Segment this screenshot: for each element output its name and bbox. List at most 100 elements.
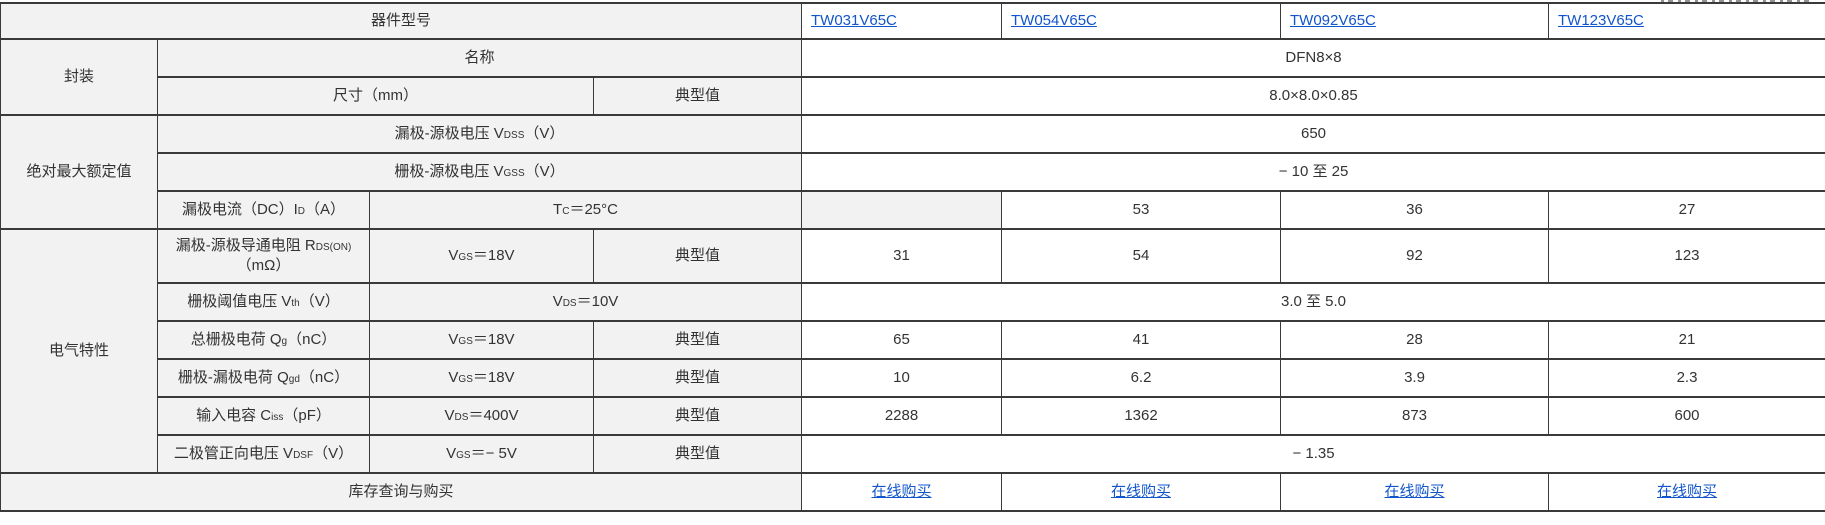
qgd-condition: VGS＝18V	[369, 358, 594, 398]
rdson-label-sub: DS(ON)	[315, 241, 352, 253]
id-value: 36	[1280, 190, 1550, 230]
rdson-value: 92	[1280, 228, 1550, 284]
qg-value: 28	[1280, 320, 1550, 360]
ciss-condition: VDS＝400V	[369, 396, 594, 436]
vth-label-text: 栅极阈值电压 V	[187, 292, 292, 310]
rdson-cond-value: ＝18V	[472, 246, 515, 264]
typical-value-label: 典型值	[592, 228, 803, 284]
qgd-label: 栅极-漏极电荷 Qgd（nC）	[157, 358, 370, 398]
id-value: 53	[1001, 190, 1282, 230]
qgd-value: 6.2	[1001, 358, 1282, 398]
ciss-value: 1362	[1001, 396, 1282, 436]
vdss-value: 650	[801, 114, 1825, 154]
row-id-current: 漏极电流（DC）ID（A） TC＝25°C 53 36 27 18	[1, 190, 1825, 230]
qg-cond-text: V	[448, 330, 459, 348]
vgss-label: 栅极-源极电压 VGSS（V）	[156, 152, 803, 192]
ciss-label-sub: iss	[271, 411, 284, 423]
vdsf-label-sub: DSF	[293, 449, 314, 461]
id-label-unit: （A）	[305, 200, 346, 218]
qg-label-unit: （nC）	[287, 330, 337, 348]
row-vgss: 栅极-源极电压 VGSS（V） − 10 至 25	[1, 152, 1825, 192]
row-ciss: 输入电容 Ciss（pF） VDS＝400V 典型值 2288 1362 873…	[1, 396, 1825, 436]
buy-cell: 在线购买	[1548, 472, 1825, 512]
stock-inquiry-label: 库存查询与购买	[0, 472, 803, 512]
part-link-tw092v65c[interactable]: TW092V65C	[1290, 11, 1376, 29]
part-number-cell: TW092V65C	[1280, 2, 1550, 40]
package-size-label: 尺寸（mm）	[157, 76, 594, 116]
rdson-label-unit: （mΩ）	[236, 257, 291, 274]
row-vdss: 绝对最大额定值 漏极-源极电压 VDSS（V） 650	[0, 114, 1825, 230]
id-condition: TC＝25°C	[368, 190, 803, 230]
rdson-label: 漏极-源极导通电阻 RDS(ON) （mΩ）	[157, 228, 370, 284]
qg-cond-value: ＝18V	[472, 330, 515, 348]
vth-cond-sub: DS	[562, 297, 577, 309]
vgss-value: − 10 至 25	[801, 152, 1825, 192]
buy-cell: 在线购买	[1001, 472, 1282, 512]
qgd-label-sub: gd	[288, 373, 300, 385]
qg-value: 65	[801, 320, 1003, 360]
vdss-label-unit: （V）	[524, 124, 565, 142]
vdsf-label-text: 二极管正向电压 V	[173, 444, 294, 462]
buy-cell: 在线购买	[801, 472, 1003, 512]
vgss-label-text: 栅极-源极电压 V	[394, 162, 504, 180]
vdsf-label-unit: （V）	[313, 444, 354, 462]
row-vth: 栅极阈值电压 Vth（V） VDS＝10V 3.0 至 5.0	[1, 282, 1825, 322]
package-name-value: DFN8×8	[801, 38, 1825, 78]
vdsf-cond-value: ＝− 5V	[470, 444, 517, 462]
qg-label-text: 总栅极电荷 Q	[190, 330, 282, 348]
ciss-value: 2288	[801, 396, 1003, 436]
id-label: 漏极电流（DC）ID（A）	[157, 190, 370, 230]
ciss-label: 输入电容 Ciss（pF）	[157, 396, 370, 436]
row-vdsf: 二极管正向电压 VDSF（V） VGS＝− 5V 典型值 − 1.35	[1, 434, 1825, 474]
vdsf-value: − 1.35	[801, 434, 1825, 474]
typical-value-label: 典型值	[592, 320, 803, 360]
typical-value-label: 典型值	[592, 358, 803, 398]
row-part-number: 器件型号 TW031V65C TW054V65C TW092V65C TW123…	[0, 2, 1825, 40]
vth-cond-value: ＝10V	[576, 292, 619, 310]
typical-value-label: 典型值	[592, 434, 803, 474]
rdson-value: 123	[1548, 228, 1825, 284]
vth-condition: VDS＝10V	[368, 282, 803, 322]
qg-value: 21	[1548, 320, 1825, 360]
vdsf-label: 二极管正向电压 VDSF（V）	[157, 434, 370, 474]
id-cond-text: T	[553, 200, 563, 218]
id-label-text: 漏极电流（DC）I	[181, 200, 298, 218]
rdson-cond-text: V	[448, 246, 459, 264]
vdsf-cond-text: V	[446, 444, 457, 462]
buy-online-link[interactable]: 在线购买	[871, 482, 932, 500]
qgd-cond-value: ＝18V	[472, 368, 515, 386]
qgd-value: 10	[801, 358, 1003, 398]
row-package-name: 封装 名称 DFN8×8	[0, 38, 1825, 116]
buy-online-link[interactable]: 在线购买	[1111, 482, 1172, 500]
ciss-cond-sub: DS	[454, 411, 469, 423]
buy-online-link[interactable]: 在线购买	[1384, 482, 1445, 500]
package-size-value: 8.0×8.0×0.85	[801, 76, 1825, 116]
buy-online-link[interactable]: 在线购买	[1657, 482, 1718, 500]
vdsf-cond-sub: GS	[456, 449, 471, 461]
rdson-cond-sub: GS	[458, 251, 473, 263]
typical-value-label: 典型值	[592, 396, 803, 436]
qgd-label-text: 栅极-漏极电荷 Q	[177, 368, 289, 386]
rdson-label-text: 漏极-源极导通电阻 R	[175, 236, 316, 254]
qgd-cond-sub: GS	[458, 373, 473, 385]
vth-cond-text: V	[552, 292, 563, 310]
part-link-tw123v65c[interactable]: TW123V65C	[1558, 11, 1644, 29]
ciss-label-text: 输入电容 C	[196, 406, 272, 424]
package-name-label: 名称	[156, 38, 803, 78]
id-cond-value: ＝25°C	[569, 200, 618, 218]
qgd-value: 2.3	[1548, 358, 1825, 398]
qgd-cond-text: V	[448, 368, 459, 386]
ciss-cond-value: ＝400V	[468, 406, 519, 424]
qg-value: 41	[1001, 320, 1282, 360]
part-link-tw031v65c[interactable]: TW031V65C	[811, 11, 897, 29]
product-spec-table: 器件型号 TW031V65C TW054V65C TW092V65C TW123…	[0, 2, 1825, 512]
part-number-cell: TW123V65C	[1548, 2, 1825, 40]
part-link-tw054v65c[interactable]: TW054V65C	[1011, 11, 1097, 29]
rdson-value: 54	[1001, 228, 1282, 284]
ciss-value: 600	[1548, 396, 1825, 436]
typical-value-label	[801, 190, 1003, 230]
group-electrical: 电气特性	[0, 228, 158, 474]
qgd-value: 3.9	[1280, 358, 1550, 398]
id-label-sub: D	[297, 205, 306, 217]
id-value: 27	[1548, 190, 1825, 230]
